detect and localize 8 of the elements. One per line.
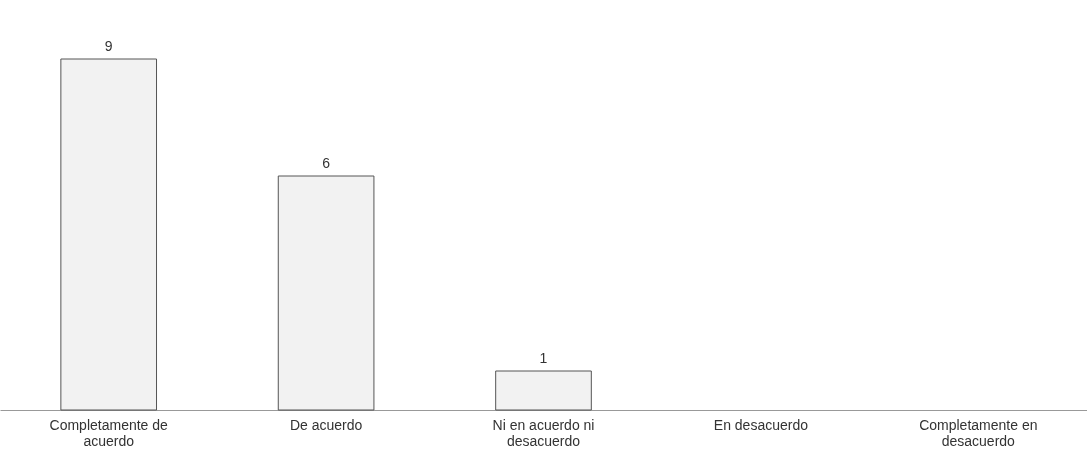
- x-tick-label: Completamente de acuerdo: [49, 416, 169, 449]
- data-label: 6: [322, 155, 331, 171]
- x-tick-label: En desacuerdo: [713, 416, 809, 433]
- x-tick-label: Ni en acuerdo ni desacuerdo: [492, 416, 595, 449]
- data-label: 9: [104, 38, 113, 54]
- x-tick-label: Completamente en desacuerdo: [919, 416, 1038, 449]
- data-label: 1: [539, 350, 548, 366]
- x-tick-label: De acuerdo: [289, 416, 363, 433]
